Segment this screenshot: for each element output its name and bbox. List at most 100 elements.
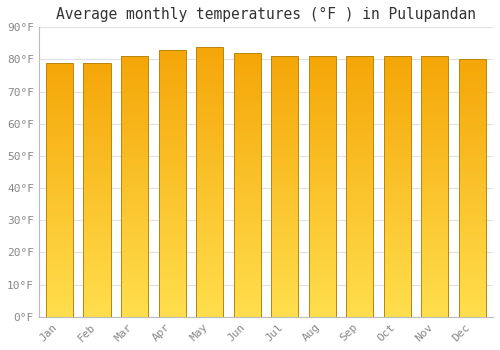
Bar <box>459 156 486 159</box>
Bar <box>384 56 411 317</box>
Bar <box>346 138 374 141</box>
Bar <box>308 232 336 236</box>
Bar <box>196 124 223 128</box>
Bar <box>271 147 298 151</box>
Bar <box>459 159 486 162</box>
Bar <box>346 174 374 177</box>
Bar <box>234 254 260 258</box>
Bar <box>422 281 448 284</box>
Bar <box>422 105 448 108</box>
Bar <box>121 72 148 76</box>
Bar <box>121 170 148 174</box>
Bar <box>121 157 148 160</box>
Bar <box>308 304 336 307</box>
Bar <box>46 237 73 240</box>
Bar <box>158 77 186 80</box>
Bar <box>384 89 411 92</box>
Bar <box>346 219 374 222</box>
Bar <box>84 85 110 88</box>
Bar <box>271 183 298 187</box>
Bar <box>308 82 336 85</box>
Bar <box>346 281 374 284</box>
Bar <box>422 79 448 82</box>
Bar <box>422 239 448 242</box>
Bar <box>308 174 336 177</box>
Bar <box>271 134 298 138</box>
Bar <box>84 78 110 82</box>
Bar <box>196 276 223 280</box>
Bar <box>46 120 73 123</box>
Bar <box>422 85 448 89</box>
Bar <box>121 79 148 82</box>
Bar <box>384 131 411 134</box>
Bar <box>271 219 298 222</box>
Bar <box>121 278 148 281</box>
Bar <box>422 95 448 99</box>
Bar <box>234 83 260 86</box>
Bar <box>459 76 486 79</box>
Bar <box>459 201 486 204</box>
Bar <box>121 212 148 216</box>
Bar <box>422 310 448 314</box>
Bar <box>121 187 148 190</box>
Bar <box>234 122 260 126</box>
Bar <box>234 310 260 314</box>
Bar <box>422 274 448 278</box>
Bar <box>84 301 110 304</box>
Bar <box>459 79 486 82</box>
Bar <box>121 284 148 287</box>
Bar <box>234 261 260 264</box>
Bar <box>46 209 73 212</box>
Bar <box>196 253 223 256</box>
Bar <box>234 287 260 290</box>
Bar <box>422 258 448 261</box>
Bar <box>271 216 298 219</box>
Bar <box>158 197 186 200</box>
Bar <box>459 185 486 188</box>
Bar <box>422 157 448 160</box>
Bar <box>384 118 411 121</box>
Bar <box>271 307 298 310</box>
Bar <box>234 159 260 162</box>
Bar <box>46 142 73 145</box>
Bar <box>346 69 374 72</box>
Bar <box>84 202 110 205</box>
Bar <box>158 257 186 260</box>
Bar <box>271 261 298 265</box>
Bar <box>422 112 448 115</box>
Bar <box>196 141 223 145</box>
Bar <box>459 143 486 146</box>
Bar <box>422 180 448 183</box>
Bar <box>158 260 186 264</box>
Bar <box>196 114 223 118</box>
Bar <box>196 111 223 114</box>
Bar <box>271 121 298 125</box>
Bar <box>422 187 448 190</box>
Bar <box>234 132 260 135</box>
Bar <box>384 274 411 278</box>
Bar <box>84 117 110 120</box>
Bar <box>384 206 411 209</box>
Bar <box>234 247 260 251</box>
Bar <box>234 162 260 165</box>
Bar <box>346 216 374 219</box>
Bar <box>308 112 336 115</box>
Bar <box>271 63 298 66</box>
Bar <box>196 77 223 80</box>
Bar <box>422 190 448 193</box>
Bar <box>346 261 374 265</box>
Bar <box>84 257 110 260</box>
Bar <box>422 222 448 226</box>
Bar <box>271 212 298 216</box>
Bar <box>346 236 374 239</box>
Bar <box>384 177 411 180</box>
Bar <box>459 172 486 175</box>
Bar <box>271 281 298 284</box>
Bar <box>234 53 260 317</box>
Bar <box>46 158 73 161</box>
Bar <box>346 170 374 174</box>
Bar <box>422 121 448 125</box>
Bar <box>46 104 73 107</box>
Bar <box>459 178 486 182</box>
Bar <box>422 268 448 271</box>
